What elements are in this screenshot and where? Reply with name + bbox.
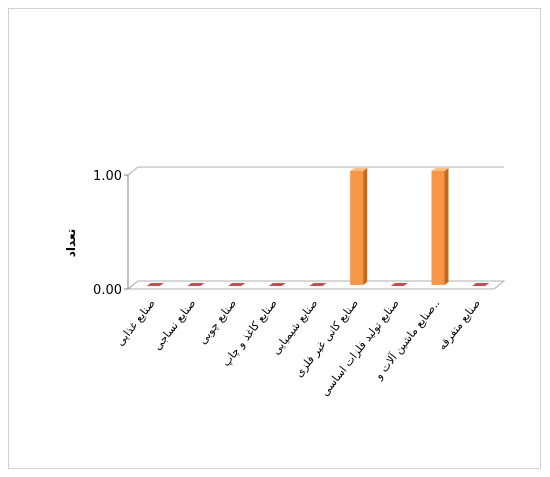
bar-zero: [472, 283, 490, 286]
bar-zero: [146, 283, 164, 286]
bar-zero: [268, 283, 286, 286]
bar: [309, 283, 327, 286]
bar-side: [363, 168, 368, 285]
bar: [228, 283, 246, 286]
bar: [350, 168, 368, 285]
y-tick-label: 0.00: [93, 283, 122, 298]
bar-front: [431, 171, 445, 285]
y-tick-labels: 0.00 1.00: [93, 169, 128, 298]
category-label: صنایع نساجی: [151, 297, 199, 353]
bar: [431, 168, 449, 285]
bar-front: [350, 171, 364, 285]
bar: [187, 283, 205, 286]
y-tick-label: 1.00: [93, 169, 122, 184]
category-label: صنایع متفرقه: [436, 297, 483, 353]
bar-zero: [390, 283, 408, 286]
category-label: صنایع چوبی: [196, 297, 239, 347]
grid-depth-1: [127, 166, 139, 176]
bar-top: [431, 168, 449, 171]
bar-side: [444, 168, 449, 285]
category-label: صنایع تولید فلزات اساسی: [318, 297, 402, 399]
bar-zero: [187, 283, 205, 286]
bar-zero: [228, 283, 246, 286]
bar: [268, 283, 286, 286]
bar-top: [350, 168, 368, 171]
bar-zero: [309, 283, 327, 286]
category-label: صنایع غذایی: [113, 297, 157, 349]
bar: [390, 283, 408, 286]
bar: [146, 283, 164, 286]
y-axis-label: تعداد: [64, 229, 78, 257]
chart-frame: 0.00 1.00 صنایع غذایی صنایع نساجی صنایع چوب…: [8, 8, 541, 469]
bar: [472, 283, 490, 286]
bars: [146, 168, 490, 286]
